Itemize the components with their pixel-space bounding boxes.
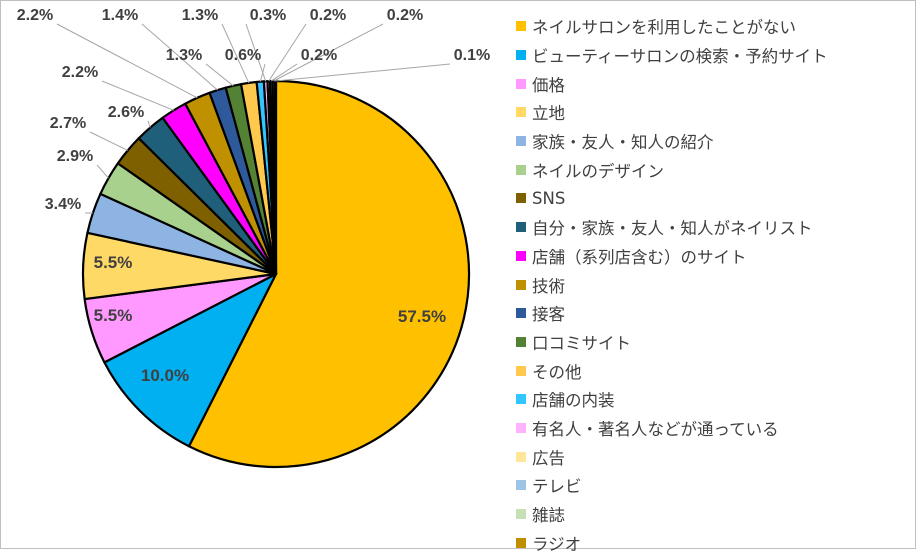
legend-swatch (516, 279, 526, 290)
legend-label: その他 (532, 362, 582, 382)
legend-label: ビューティーサロンの検索・予約サイト (532, 47, 828, 67)
leader-line (268, 23, 307, 82)
data-label: 1.3% (182, 7, 218, 24)
legend-label: 広告 (532, 448, 565, 468)
legend-swatch (516, 107, 526, 118)
legend-item: 技術 (516, 270, 911, 299)
legend-swatch (516, 50, 526, 61)
legend-label: SNS (532, 188, 566, 208)
pie-slice (273, 79, 278, 276)
legend-item: 広告 (516, 442, 911, 471)
legend-label: 接客 (532, 305, 565, 325)
legend-item: 家族・友人・知人の紹介 (516, 127, 911, 156)
legend-swatch (516, 193, 526, 204)
leader-line (147, 120, 151, 128)
legend-item: テレビ (516, 471, 911, 500)
legend-label: テレビ (532, 477, 582, 497)
legend-label: ネイルのデザイン (532, 161, 664, 181)
leader-line (275, 63, 451, 82)
legend-item: 価格 (516, 69, 911, 98)
legend-item: 接客 (516, 299, 911, 328)
legend-label: 口コミサイト (532, 333, 631, 353)
legend-label: 家族・友人・知人の紹介 (532, 133, 714, 153)
legend-swatch (516, 136, 526, 147)
legend-swatch (516, 537, 526, 548)
legend-item: その他 (516, 356, 911, 385)
data-label: 5.5% (94, 306, 133, 325)
legend-item: 雑誌 (516, 500, 911, 529)
data-label: 2.2% (62, 64, 98, 81)
data-label: 2.7% (50, 115, 86, 132)
leader-line (245, 23, 267, 82)
legend-label: ネイルサロンを利用したことがない (532, 18, 796, 38)
legend-item: 立地 (516, 98, 911, 127)
data-label: 1.3% (166, 47, 202, 64)
data-label: 0.2% (387, 7, 423, 24)
leader-line (141, 23, 218, 91)
legend-item: ビューティーサロンの検索・予約サイト (516, 41, 911, 70)
legend-swatch (516, 21, 526, 32)
data-label: 0.2% (310, 7, 346, 24)
legend-label: 店舗の内装 (532, 391, 615, 411)
legend-swatch (516, 78, 526, 89)
legend-item: 店舗の内装 (516, 385, 911, 414)
legend-swatch (516, 365, 526, 376)
legend-label: 価格 (532, 75, 565, 95)
leader-line (221, 23, 250, 84)
data-label: 5.5% (94, 253, 133, 272)
legend-swatch (516, 509, 526, 520)
pie-slice (103, 272, 278, 448)
data-label: 10.0% (141, 366, 189, 385)
legend-swatch (516, 394, 526, 405)
legend-label: 雑誌 (532, 506, 565, 526)
legend-item: 口コミサイト (516, 328, 911, 357)
data-label: 57.5% (398, 307, 446, 326)
legend-swatch (516, 308, 526, 319)
legend-swatch (516, 480, 526, 491)
legend-swatch (516, 164, 526, 175)
leader-line (56, 23, 198, 99)
legend-label: 立地 (532, 104, 565, 124)
legend-item: 有名人・著名人などが通っている (516, 414, 911, 443)
legend-label: 有名人・著名人などが通っている (532, 419, 779, 439)
data-label: 0.3% (250, 7, 286, 24)
legend-item: ラジオ (516, 528, 911, 557)
data-labels: 57.5% 10.0% 5.5% 5.5% 3.4% 2.9% 2.7% 2.6% 2.2% 2.… (17, 7, 490, 385)
leader-line (205, 63, 234, 87)
pie-slice (187, 79, 471, 469)
leader-lines (56, 23, 451, 214)
leader-line (101, 80, 174, 111)
legend-label: ラジオ (532, 534, 582, 554)
legend-swatch (516, 222, 526, 233)
legend-swatch (516, 451, 526, 462)
legend-item: ネイルのデザイン (516, 155, 911, 184)
leader-line (270, 63, 298, 82)
legend-swatch (516, 422, 526, 433)
data-label: 1.4% (102, 7, 138, 24)
data-label: 2.2% (17, 7, 53, 24)
data-label: 0.2% (301, 47, 337, 64)
legend-item: 自分・家族・友人・知人がネイリスト (516, 213, 911, 242)
legend-label: 店舗（系列店含む）のサイト (532, 247, 747, 267)
leader-line (89, 131, 129, 151)
legend-swatch (516, 336, 526, 347)
data-label: 0.1% (454, 47, 490, 64)
data-label: 0.6% (225, 47, 261, 64)
data-label: 3.4% (45, 196, 81, 213)
data-label: 2.9% (57, 148, 93, 165)
legend-item: ネイルサロンを利用したことがない (516, 12, 911, 41)
leader-line (273, 23, 384, 82)
legend: ネイルサロンを利用したことがないビューティーサロンの検索・予約サイト 価格立地家族… (516, 12, 911, 557)
leader-line (96, 164, 109, 179)
legend-label: 技術 (532, 276, 565, 296)
legend-item: SNS (516, 184, 911, 213)
legend-label: 自分・家族・友人・知人がネイリスト (532, 219, 813, 239)
legend-swatch (516, 250, 526, 261)
pie-slices (81, 79, 471, 469)
legend-item: 店舗（系列店含む）のサイト (516, 242, 911, 271)
data-label: 2.6% (108, 104, 144, 121)
